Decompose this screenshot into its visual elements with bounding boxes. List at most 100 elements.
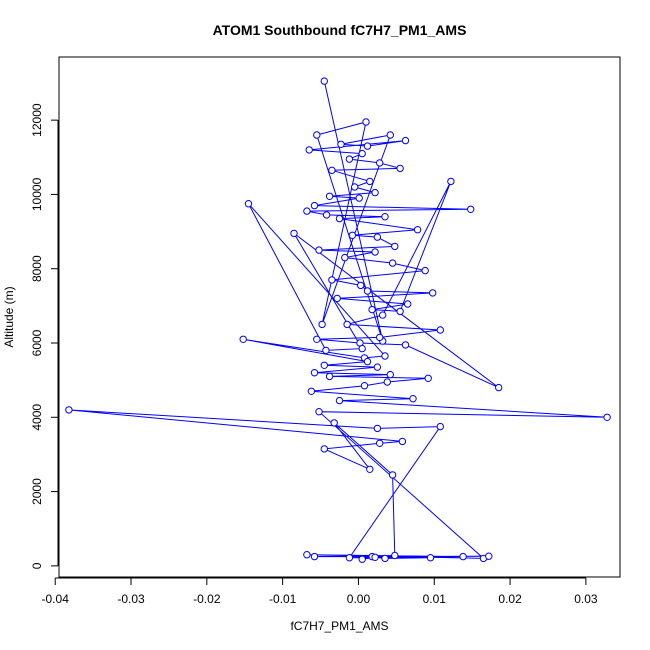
x-tick-label: -0.02 — [193, 592, 221, 606]
data-point — [603, 413, 611, 421]
data-point — [355, 194, 363, 202]
data-point — [398, 437, 407, 446]
data-point — [307, 387, 316, 395]
data-point — [363, 357, 372, 366]
data-point — [426, 554, 435, 562]
data-point — [376, 439, 384, 447]
data-point — [424, 374, 432, 382]
y-tick-label: 12000 — [30, 103, 44, 137]
data-point — [325, 192, 334, 201]
series-points — [65, 77, 611, 563]
data-point — [373, 233, 382, 241]
data-point — [436, 326, 444, 334]
data-point — [335, 214, 344, 223]
data-point — [320, 77, 328, 85]
data-point — [345, 155, 354, 163]
data-point — [467, 205, 475, 214]
x-tick-label: 0.00 — [347, 592, 371, 606]
data-point — [404, 300, 412, 308]
data-point — [313, 131, 321, 139]
data-point — [391, 551, 399, 560]
data-point — [310, 552, 319, 561]
data-point — [333, 294, 341, 303]
data-point — [447, 177, 455, 186]
data-point — [485, 552, 493, 560]
data-point — [396, 307, 404, 316]
data-point — [348, 231, 357, 240]
data-point — [341, 253, 349, 262]
data-point — [388, 471, 397, 479]
data-point — [337, 140, 345, 149]
y-tick-label: 4000 — [30, 404, 44, 431]
y-tick-label: 2000 — [30, 478, 44, 505]
data-point — [379, 311, 387, 319]
data-point — [413, 226, 422, 234]
x-tick-label: -0.04 — [42, 592, 70, 606]
data-point — [358, 555, 366, 563]
data-point — [322, 346, 330, 355]
y-axis: 0 2000 4000 6000 8000 10000 12000 — [30, 103, 59, 569]
x-axis: -0.04 -0.03 -0.02 -0.01 0.00 0.01 0.02 0.03 — [42, 577, 598, 606]
data-point — [335, 396, 344, 405]
x-tick-label: 0.02 — [498, 592, 522, 606]
series-lines — [68, 80, 608, 560]
data-point — [315, 246, 323, 254]
data-point — [363, 287, 372, 295]
data-point — [421, 266, 429, 275]
data-point — [373, 424, 382, 433]
data-point — [360, 382, 369, 390]
data-point — [401, 341, 410, 349]
data-point — [330, 419, 338, 427]
y-axis-label: Altitude (m) — [2, 286, 16, 347]
x-tick-label: 0.01 — [423, 592, 447, 606]
data-point — [396, 164, 404, 173]
data-point — [459, 552, 467, 561]
data-point — [351, 183, 359, 191]
y-tick-label: 6000 — [30, 329, 44, 356]
data-point — [429, 289, 437, 297]
data-point — [371, 188, 379, 197]
data-point — [401, 136, 410, 145]
data-point — [366, 177, 374, 186]
data-point — [343, 320, 351, 329]
data-point — [386, 370, 394, 379]
data-point — [65, 406, 73, 414]
data-point — [345, 554, 354, 562]
x-tick-label: 0.03 — [574, 592, 598, 606]
y-tick-label: 10000 — [30, 177, 44, 211]
data-point — [388, 259, 397, 267]
data-point — [325, 372, 334, 381]
data-point — [305, 146, 313, 154]
data-point — [381, 554, 389, 563]
data-point — [244, 200, 253, 208]
data-point — [328, 166, 336, 175]
data-point — [315, 408, 323, 416]
data-point — [318, 320, 326, 329]
data-point — [322, 211, 331, 219]
data-point — [239, 335, 247, 343]
data-point — [362, 118, 370, 126]
data-point — [383, 378, 391, 386]
data-point — [363, 142, 372, 150]
data-point — [381, 352, 389, 360]
data-point — [391, 242, 399, 251]
plot-frame — [58, 56, 621, 578]
data-point — [495, 383, 503, 392]
x-axis-label: fC7H7_PM1_AMS — [290, 619, 388, 633]
y-tick-label: 0 — [30, 562, 44, 569]
data-point — [358, 344, 366, 353]
data-point — [366, 465, 374, 473]
chart-title: ATOM1 Southbound fC7H7_PM1_AMS — [213, 22, 467, 38]
data-point — [376, 159, 384, 167]
y-tick-label: 8000 — [30, 255, 44, 282]
data-point — [376, 333, 384, 342]
data-point — [303, 207, 311, 215]
data-point — [373, 363, 382, 371]
data-point — [386, 131, 394, 139]
data-point — [313, 335, 321, 343]
data-point — [381, 213, 389, 221]
data-point — [328, 276, 336, 284]
data-point — [357, 281, 365, 290]
data-point — [320, 361, 328, 369]
